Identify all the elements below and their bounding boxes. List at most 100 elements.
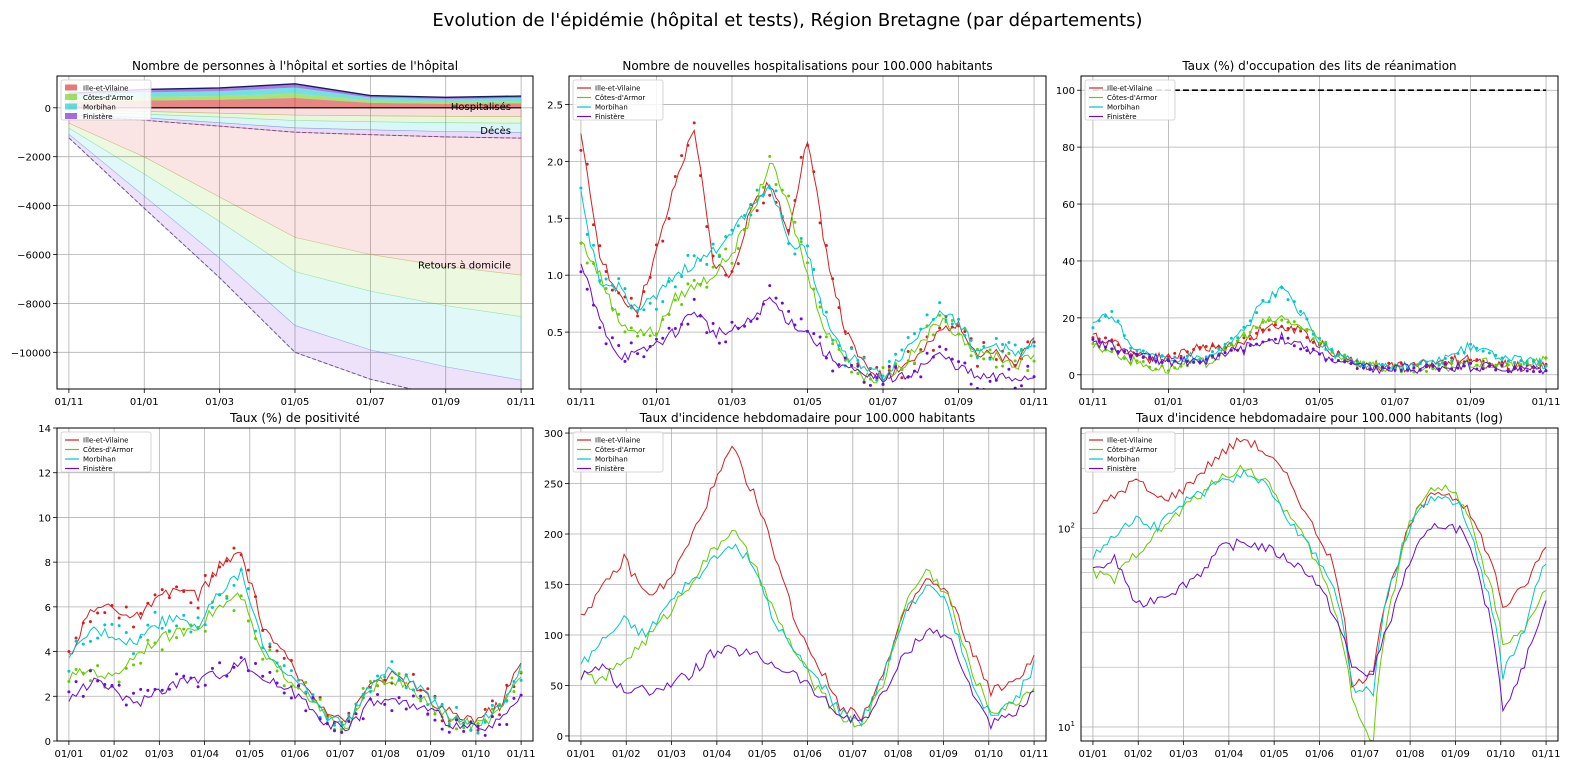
data-point-morbihan bbox=[856, 358, 860, 362]
data-point-finistere bbox=[1544, 369, 1548, 373]
data-point-cotes-d-armor bbox=[711, 265, 715, 269]
data-point-finistere bbox=[592, 303, 596, 307]
data-point-cotes-d-armor bbox=[419, 699, 423, 703]
data-point-finistere bbox=[850, 363, 854, 367]
data-point-morbihan bbox=[1261, 299, 1265, 303]
data-point-morbihan bbox=[203, 623, 207, 627]
data-point-finistere bbox=[1026, 364, 1030, 368]
data-point-finistere bbox=[419, 694, 423, 698]
data-point-cotes-d-armor bbox=[318, 697, 322, 701]
data-point-finistere bbox=[153, 687, 157, 691]
data-point-finistere bbox=[1148, 355, 1152, 359]
data-point-finistere bbox=[950, 357, 954, 361]
data-point-finistere bbox=[1481, 367, 1485, 371]
data-point-finistere bbox=[1179, 356, 1183, 360]
data-point-cotes-d-armor bbox=[139, 661, 143, 665]
data-point-finistere bbox=[1406, 368, 1410, 372]
legend-box bbox=[60, 431, 152, 473]
data-point-cotes-d-armor bbox=[1173, 366, 1177, 370]
data-point-morbihan bbox=[931, 317, 935, 321]
data-point-finistere bbox=[667, 326, 671, 330]
series-line-ille-et-vilaine bbox=[580, 128, 1035, 382]
data-point-morbihan bbox=[950, 322, 954, 326]
legend-box bbox=[572, 79, 664, 121]
y-tick-label: 12 bbox=[38, 469, 51, 480]
data-point-finistere bbox=[862, 380, 866, 384]
area-deces-morbihan bbox=[68, 110, 522, 133]
data-point-finistere bbox=[824, 356, 828, 360]
data-point-cotes-d-armor bbox=[768, 154, 772, 158]
data-point-morbihan bbox=[354, 702, 358, 706]
legend-label-morbihan: Morbihan bbox=[83, 456, 116, 464]
data-point-cotes-d-armor bbox=[881, 366, 885, 370]
data-point-morbihan bbox=[1450, 359, 1454, 363]
data-point-cotes-d-armor bbox=[585, 261, 589, 265]
data-point-ille-et-vilaine bbox=[132, 625, 135, 629]
data-point-ille-et-vilaine bbox=[498, 713, 502, 717]
data-point-cotes-d-armor bbox=[1248, 330, 1252, 334]
data-point-finistere bbox=[1336, 359, 1340, 363]
data-point-cotes-d-armor bbox=[1519, 362, 1523, 366]
data-point-morbihan bbox=[483, 720, 487, 724]
data-point-ille-et-vilaine bbox=[806, 143, 809, 147]
data-point-finistere bbox=[1160, 360, 1164, 364]
x-tick-label: 01/08 bbox=[884, 749, 913, 760]
data-point-finistere bbox=[1019, 384, 1023, 388]
data-point-morbihan bbox=[419, 696, 423, 700]
data-point-ille-et-vilaine bbox=[225, 559, 229, 563]
data-point-morbihan bbox=[519, 678, 523, 682]
y-tick-label: 0 bbox=[45, 737, 51, 748]
data-point-morbihan bbox=[332, 723, 336, 727]
legend-label-finistere: Finistère bbox=[1107, 113, 1137, 121]
data-point-morbihan bbox=[139, 635, 143, 639]
data-point-morbihan bbox=[1456, 351, 1460, 355]
data-point-ille-et-vilaine bbox=[1500, 360, 1504, 364]
data-point-finistere bbox=[654, 337, 658, 341]
data-point-ille-et-vilaine bbox=[1286, 326, 1290, 330]
data-point-cotes-d-armor bbox=[837, 347, 841, 351]
data-point-finistere bbox=[411, 694, 415, 698]
data-point-morbihan bbox=[623, 287, 627, 291]
data-point-finistere bbox=[1091, 338, 1095, 342]
data-point-finistere bbox=[167, 687, 171, 691]
data-point-cotes-d-armor bbox=[433, 712, 437, 716]
data-point-morbihan bbox=[1154, 357, 1158, 361]
data-point-cotes-d-armor bbox=[232, 609, 236, 613]
data-point-morbihan bbox=[743, 214, 747, 218]
y-tick-label: 102 bbox=[1058, 521, 1075, 535]
data-point-ille-et-vilaine bbox=[736, 262, 740, 266]
data-point-finistere bbox=[1311, 347, 1315, 351]
y-tick-label: 50 bbox=[550, 681, 563, 692]
data-point-ille-et-vilaine bbox=[476, 728, 480, 732]
y-tick-label: −4000 bbox=[17, 202, 51, 213]
data-point-finistere bbox=[325, 722, 329, 726]
area-retours-cotes-d-armor bbox=[68, 122, 522, 317]
x-tick-label: 01/05 bbox=[1260, 749, 1289, 760]
data-point-cotes-d-armor bbox=[850, 370, 854, 374]
data-point-morbihan bbox=[1229, 336, 1233, 340]
data-point-cotes-d-armor bbox=[1154, 367, 1158, 371]
data-point-cotes-d-armor bbox=[579, 241, 583, 245]
data-point-ille-et-vilaine bbox=[1173, 351, 1177, 355]
series-line-ille-et-vilaine bbox=[1092, 437, 1547, 688]
chart-hospital: Nombre de personnes à l'hôpital et sorti… bbox=[11, 59, 536, 408]
x-tick-label: 01/03 bbox=[1230, 397, 1259, 408]
data-point-morbihan bbox=[604, 277, 608, 281]
data-point-finistere bbox=[755, 317, 759, 321]
series-line-morbihan bbox=[580, 543, 1035, 727]
data-point-finistere bbox=[1286, 336, 1290, 340]
data-point-cotes-d-armor bbox=[617, 312, 621, 316]
data-point-morbihan bbox=[1211, 350, 1215, 354]
data-point-cotes-d-armor bbox=[831, 342, 835, 346]
data-point-morbihan bbox=[426, 703, 430, 707]
data-point-finistere bbox=[1122, 350, 1126, 354]
data-point-morbihan bbox=[806, 244, 809, 248]
data-point-morbihan bbox=[225, 596, 229, 600]
data-point-finistere bbox=[868, 383, 872, 387]
data-point-finistere bbox=[433, 718, 437, 722]
data-point-ille-et-vilaine bbox=[950, 325, 954, 329]
data-point-morbihan bbox=[1292, 300, 1296, 304]
data-point-cotes-d-armor bbox=[117, 680, 121, 684]
area-deces-finistere bbox=[68, 112, 522, 139]
data-point-finistere bbox=[332, 729, 336, 733]
